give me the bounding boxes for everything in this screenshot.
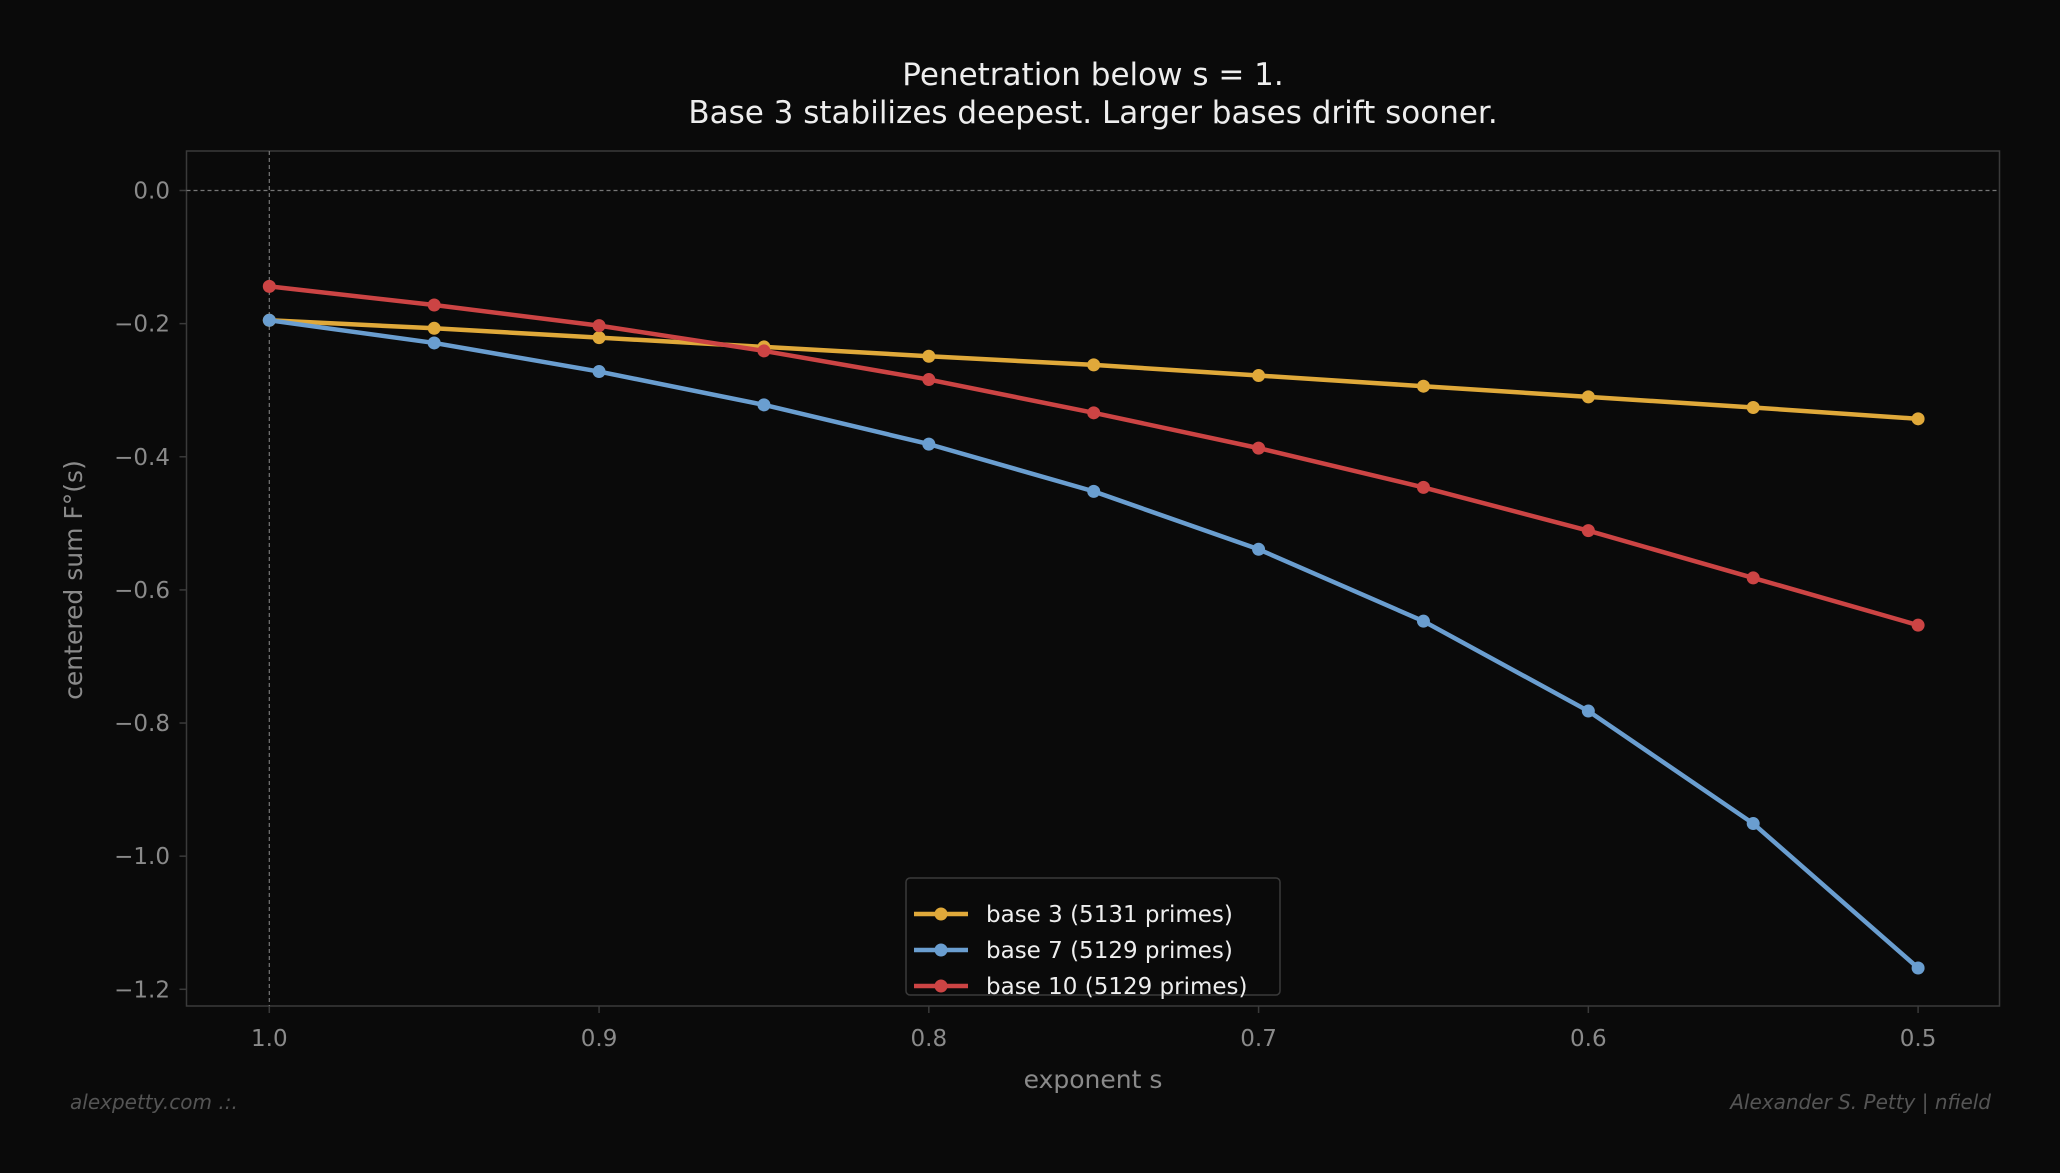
data-point	[1416, 379, 1430, 393]
x-tick-label: 0.9	[581, 1026, 618, 1052]
y-tick-label: −0.4	[114, 445, 170, 471]
data-point	[922, 349, 936, 363]
y-tick-label: −1.2	[114, 977, 170, 1003]
data-point	[427, 336, 441, 350]
data-point	[1252, 542, 1266, 556]
data-point	[1911, 618, 1925, 632]
x-tick-label: 0.8	[911, 1026, 948, 1052]
y-tick-label: −0.8	[114, 711, 170, 737]
data-point	[592, 331, 606, 345]
data-point	[592, 319, 606, 333]
series-base-1	[262, 313, 1925, 975]
x-axis-label: exponent s	[1024, 1065, 1163, 1094]
legend: base 3 (5131 primes) base 7 (5129 primes)…	[905, 877, 1281, 1000]
data-point	[1911, 961, 1925, 975]
x-tick-label: 0.7	[1240, 1026, 1277, 1052]
footer-left: alexpetty.com .:.	[70, 1090, 238, 1114]
data-point	[1746, 571, 1760, 585]
data-point	[922, 373, 936, 387]
legend-entry: base 3 (5131 primes)	[986, 902, 1233, 928]
legend-swatch-marker	[934, 907, 948, 921]
data-point	[427, 298, 441, 312]
data-point	[1416, 480, 1430, 494]
data-point	[1581, 704, 1595, 718]
data-point	[1581, 524, 1595, 538]
x-tick-label: 0.6	[1570, 1026, 1607, 1052]
y-tick-label: 0.0	[133, 179, 170, 205]
legend-swatch-marker	[934, 979, 948, 993]
data-point	[1252, 441, 1266, 455]
footer-right: Alexander S. Petty | nfield	[1728, 1090, 1991, 1114]
data-point	[1087, 406, 1101, 420]
data-point	[1252, 369, 1266, 383]
series-base-2	[262, 279, 1925, 632]
y-axis-label: centered sum F°(s)	[59, 460, 88, 700]
data-point	[922, 437, 936, 451]
plot-area	[185, 150, 2001, 1007]
data-point	[1087, 484, 1101, 498]
chart-subtitle: Base 3 stabilizes deepest. Larger bases …	[688, 95, 1497, 131]
data-point	[757, 344, 771, 358]
legend-box	[905, 877, 1281, 996]
data-point	[592, 365, 606, 379]
legend-swatch-marker	[934, 943, 948, 957]
data-point	[1581, 390, 1595, 404]
data-point	[1416, 614, 1430, 628]
data-point	[427, 321, 441, 335]
data-point	[262, 279, 276, 293]
y-tick-label: −1.0	[114, 844, 170, 870]
y-tick-label: −0.6	[114, 578, 170, 604]
legend-entry: base 7 (5129 primes)	[986, 938, 1233, 964]
data-point	[1746, 401, 1760, 415]
data-point	[262, 313, 276, 327]
x-tick-label: 1.0	[251, 1026, 288, 1052]
series-base-0	[262, 313, 1925, 426]
y-tick-label: −0.2	[114, 312, 170, 338]
data-point	[1911, 412, 1925, 426]
data-point	[1087, 358, 1101, 372]
data-point	[1746, 817, 1760, 831]
chart-title: Penetration below s = 1.	[902, 57, 1283, 93]
x-tick-label: 0.5	[1900, 1026, 1937, 1052]
data-point	[757, 398, 771, 412]
legend-entry: base 10 (5129 primes)	[986, 974, 1248, 1000]
